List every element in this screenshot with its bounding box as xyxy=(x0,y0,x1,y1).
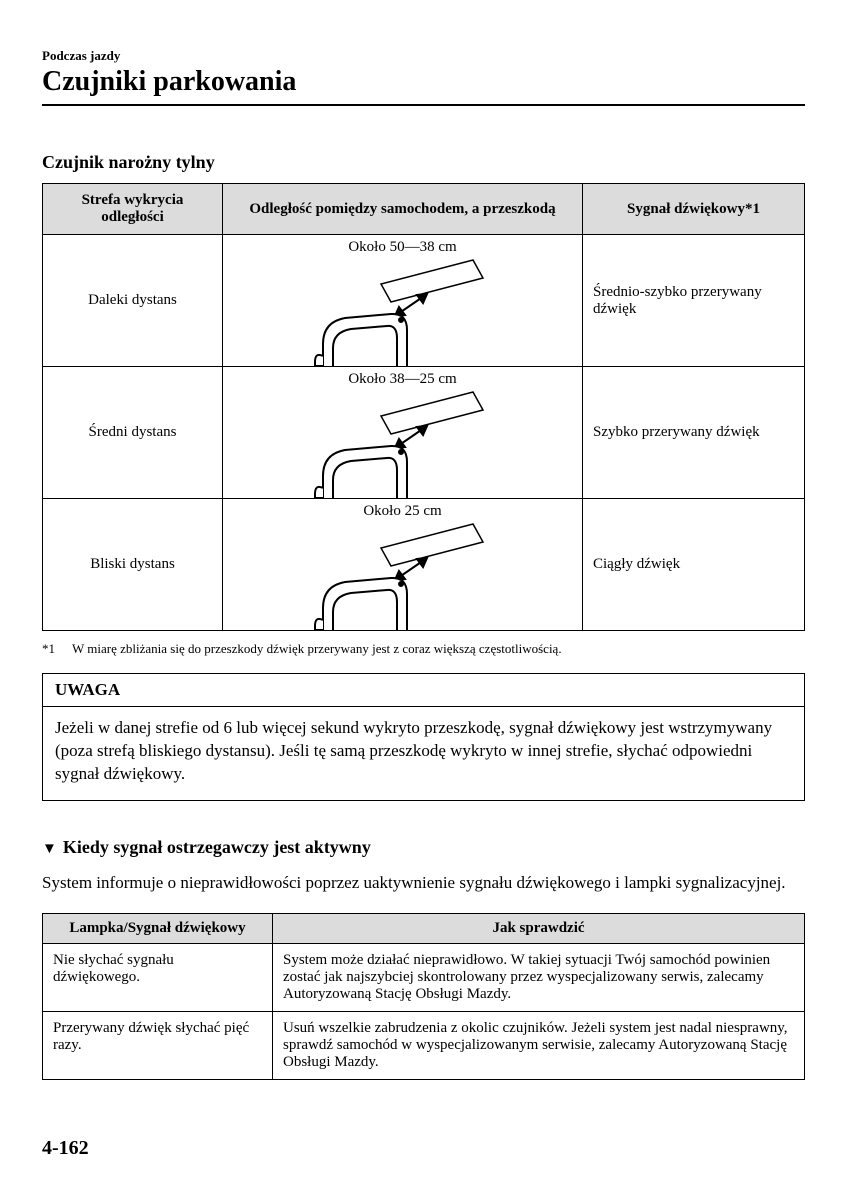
notice-box: UWAGA Jeżeli w danej strefie od 6 lub wi… xyxy=(42,673,805,801)
notice-title: UWAGA xyxy=(43,674,804,707)
car-obstacle-diagram xyxy=(223,388,582,498)
triangle-icon: ▼ xyxy=(42,841,57,857)
cell-sound: Szybko przerywany dźwięk xyxy=(583,367,805,499)
page-title: Czujniki parkowania xyxy=(42,66,805,98)
cell-zone: Bliski dystans xyxy=(43,499,223,631)
cell-distance: Około 50—38 cm xyxy=(223,235,583,367)
section2-heading: ▼ Kiedy sygnał ostrzegawczy jest aktywny xyxy=(42,837,805,858)
table-row: Daleki dystans Około 50—38 cm Średnio-sz… xyxy=(43,235,805,367)
section2-heading-text: Kiedy sygnał ostrzegawczy jest aktywny xyxy=(63,837,371,857)
distance-label: Około 38—25 cm xyxy=(223,371,582,388)
cell-sound: Średnio-szybko przerywany dźwięk xyxy=(583,235,805,367)
cell-zone: Średni dystans xyxy=(43,367,223,499)
cell-lamp: Przerywany dźwięk słychać pięć razy. xyxy=(43,1011,273,1079)
cell-how: Usuń wszelkie zabrudzenia z okolic czujn… xyxy=(273,1011,805,1079)
cell-how: System może działać nieprawidłowo. W tak… xyxy=(273,943,805,1011)
th-how: Jak sprawdzić xyxy=(273,913,805,943)
header-divider xyxy=(42,104,805,106)
cell-sound: Ciągły dźwięk xyxy=(583,499,805,631)
th-sound: Sygnał dźwiękowy*1 xyxy=(583,184,805,235)
page-header: Podczas jazdy Czujniki parkowania xyxy=(42,48,805,98)
cell-distance: Około 38—25 cm xyxy=(223,367,583,499)
sensor-table: Strefa wykrycia odległości Odległość pom… xyxy=(42,183,805,631)
th-lamp: Lampka/Sygnał dźwiękowy xyxy=(43,913,273,943)
table-row: Bliski dystans Około 25 cm Ciągły dźwięk xyxy=(43,499,805,631)
car-obstacle-diagram xyxy=(223,256,582,366)
section2-intro: System informuje o nieprawidłowości popr… xyxy=(42,872,805,895)
th-zone: Strefa wykrycia odległości xyxy=(43,184,223,235)
footnote: *1W miarę zbliżania się do przeszkody dź… xyxy=(42,641,805,657)
footnote-text: W miarę zbliżania się do przeszkody dźwi… xyxy=(72,641,562,656)
check-table: Lampka/Sygnał dźwiękowy Jak sprawdzić Ni… xyxy=(42,913,805,1080)
footnote-mark: *1 xyxy=(42,641,72,657)
page-number: 4-162 xyxy=(42,1137,89,1160)
car-obstacle-diagram xyxy=(223,520,582,630)
cell-zone: Daleki dystans xyxy=(43,235,223,367)
distance-label: Około 50—38 cm xyxy=(223,239,582,256)
notice-body: Jeżeli w danej strefie od 6 lub więcej s… xyxy=(43,707,804,800)
distance-label: Około 25 cm xyxy=(223,503,582,520)
cell-distance: Około 25 cm xyxy=(223,499,583,631)
table-row: Średni dystans Około 38—25 cm Szybko prz… xyxy=(43,367,805,499)
table-row: Nie słychać sygnału dźwiękowego. System … xyxy=(43,943,805,1011)
th-distance: Odległość pomiędzy samochodem, a przeszk… xyxy=(223,184,583,235)
cell-lamp: Nie słychać sygnału dźwiękowego. xyxy=(43,943,273,1011)
section-label: Podczas jazdy xyxy=(42,48,805,64)
table-row: Przerywany dźwięk słychać pięć razy. Usu… xyxy=(43,1011,805,1079)
subheading: Czujnik narożny tylny xyxy=(42,152,805,173)
